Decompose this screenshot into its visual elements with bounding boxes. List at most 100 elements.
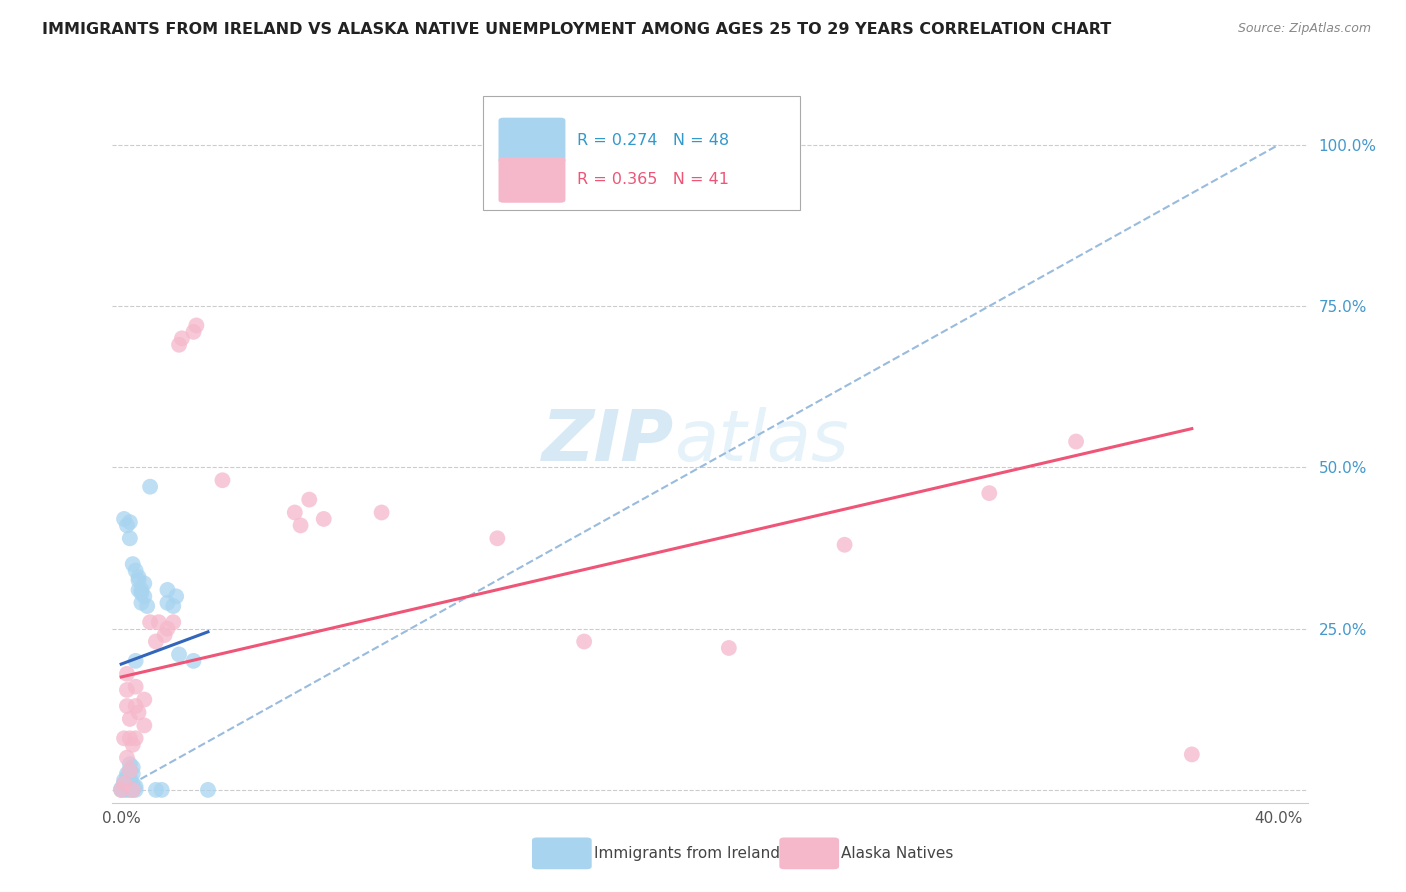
Point xyxy=(115,780,138,794)
Text: Immigrants from Ireland: Immigrants from Ireland xyxy=(595,846,780,861)
Point xyxy=(118,712,141,726)
Point xyxy=(136,599,159,613)
FancyBboxPatch shape xyxy=(484,96,800,211)
Point xyxy=(124,564,146,578)
Point xyxy=(112,783,135,797)
Point xyxy=(115,750,138,764)
Point xyxy=(197,783,219,797)
Point xyxy=(124,680,146,694)
Point xyxy=(370,506,392,520)
Point xyxy=(112,776,135,790)
Text: Source: ZipAtlas.com: Source: ZipAtlas.com xyxy=(1237,22,1371,36)
Point xyxy=(112,773,135,788)
Point xyxy=(115,783,138,797)
Point xyxy=(128,573,150,587)
Point xyxy=(112,776,135,790)
FancyBboxPatch shape xyxy=(779,838,839,870)
Point xyxy=(121,738,143,752)
Point xyxy=(121,776,143,790)
Point xyxy=(139,615,162,630)
Point xyxy=(156,596,179,610)
Point xyxy=(134,576,156,591)
Point xyxy=(118,764,141,778)
Point xyxy=(170,331,193,345)
Point xyxy=(1181,747,1204,762)
Point xyxy=(121,557,143,571)
Point xyxy=(145,783,167,797)
Point xyxy=(717,640,740,655)
Point xyxy=(131,586,153,600)
Text: ZIP: ZIP xyxy=(541,407,675,476)
Point xyxy=(121,766,143,780)
Point xyxy=(118,783,141,797)
Point xyxy=(124,783,146,797)
Point xyxy=(128,582,150,597)
Point xyxy=(486,531,509,545)
FancyBboxPatch shape xyxy=(499,118,565,163)
Point xyxy=(124,731,146,746)
Point xyxy=(128,706,150,720)
Point xyxy=(148,615,170,630)
Point xyxy=(110,781,132,796)
Point xyxy=(118,776,141,790)
Point xyxy=(145,634,167,648)
Point xyxy=(156,622,179,636)
Point xyxy=(118,531,141,545)
Point xyxy=(1064,434,1087,449)
Point xyxy=(298,492,321,507)
Point xyxy=(115,766,138,780)
Point xyxy=(572,634,595,648)
Point xyxy=(153,628,176,642)
Point xyxy=(150,783,173,797)
Point xyxy=(118,764,141,778)
Point xyxy=(118,731,141,746)
Point xyxy=(165,590,187,604)
Point xyxy=(131,582,153,597)
Point xyxy=(183,325,205,339)
Point xyxy=(115,682,138,697)
Point xyxy=(118,515,141,529)
Point xyxy=(112,512,135,526)
Point xyxy=(112,780,135,794)
Point xyxy=(110,783,132,797)
FancyBboxPatch shape xyxy=(499,157,565,202)
Text: Alaska Natives: Alaska Natives xyxy=(842,846,953,861)
Point xyxy=(312,512,335,526)
Point xyxy=(156,582,179,597)
Point xyxy=(134,718,156,732)
Point xyxy=(110,783,132,797)
Point xyxy=(112,731,135,746)
Point xyxy=(979,486,1001,500)
Text: R = 0.365   N = 41: R = 0.365 N = 41 xyxy=(578,172,730,187)
Point xyxy=(167,338,190,352)
Point xyxy=(115,666,138,681)
Point xyxy=(128,570,150,584)
Point xyxy=(134,692,156,706)
Text: R = 0.274   N = 48: R = 0.274 N = 48 xyxy=(578,133,730,148)
Point xyxy=(186,318,208,333)
Point xyxy=(162,599,184,613)
Point xyxy=(124,780,146,794)
Point xyxy=(121,760,143,774)
Point xyxy=(115,699,138,714)
Point xyxy=(211,473,233,487)
Point xyxy=(115,518,138,533)
Point xyxy=(290,518,312,533)
Point xyxy=(131,596,153,610)
FancyBboxPatch shape xyxy=(531,838,592,870)
Point xyxy=(834,538,856,552)
Point xyxy=(118,770,141,784)
Point xyxy=(139,480,162,494)
Point xyxy=(121,783,143,797)
Point xyxy=(115,770,138,784)
Point xyxy=(134,590,156,604)
Point xyxy=(115,773,138,788)
Point xyxy=(167,648,190,662)
Point xyxy=(284,506,307,520)
Point xyxy=(162,615,184,630)
Point xyxy=(124,654,146,668)
Point xyxy=(118,757,141,772)
Text: IMMIGRANTS FROM IRELAND VS ALASKA NATIVE UNEMPLOYMENT AMONG AGES 25 TO 29 YEARS : IMMIGRANTS FROM IRELAND VS ALASKA NATIVE… xyxy=(42,22,1111,37)
Text: atlas: atlas xyxy=(675,407,849,476)
Point xyxy=(183,654,205,668)
